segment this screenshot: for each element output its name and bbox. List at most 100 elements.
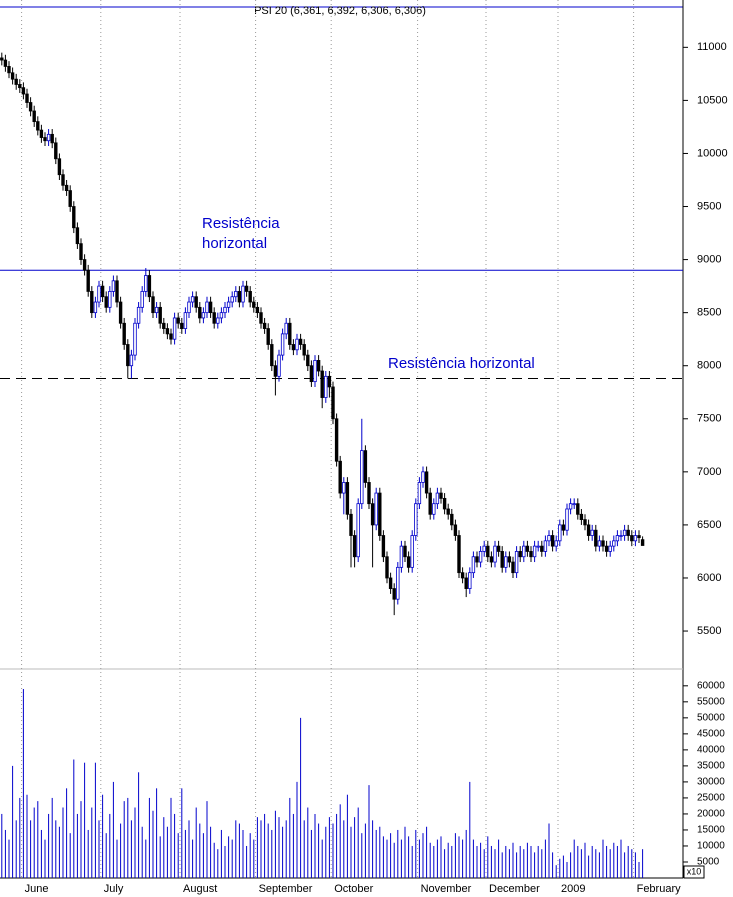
candle-body: [482, 545, 486, 552]
candle-body: [374, 492, 378, 526]
candle-body: [280, 333, 285, 356]
candle-body: [226, 301, 231, 308]
candle-body: [597, 540, 602, 547]
candle-body: [7, 66, 11, 74]
candle-body: [54, 142, 58, 160]
candle-body: [424, 471, 429, 494]
chart-title: PSI 20 (6,361, 6,392, 6,306, 6,306): [254, 5, 426, 17]
candle-body: [464, 577, 468, 589]
candle-body: [302, 344, 306, 356]
candle-body: [230, 296, 234, 303]
candle-body: [172, 317, 177, 340]
candle-body: [478, 551, 483, 563]
candle-body: [342, 482, 346, 494]
candle-body: [122, 322, 126, 345]
candle-body: [385, 556, 389, 579]
candle-body: [428, 492, 432, 515]
candle-body: [194, 296, 198, 308]
candle-body: [133, 322, 137, 356]
candle-body: [28, 102, 33, 112]
candle-body: [262, 322, 267, 329]
candle-body: [640, 539, 645, 546]
candle-body: [212, 312, 216, 324]
candle-body: [522, 545, 526, 558]
volume-tick-label: 60000: [697, 680, 725, 691]
candle-body: [468, 572, 472, 589]
y-tick-label: 9500: [697, 200, 721, 212]
candle-body: [550, 535, 555, 547]
candle-body: [334, 418, 339, 462]
candle-body: [57, 158, 62, 176]
candle-body: [190, 296, 195, 303]
candle-body: [622, 529, 627, 536]
candle-body: [432, 503, 436, 515]
candle-body: [140, 291, 144, 308]
candle-body: [338, 460, 342, 494]
candle-body: [25, 93, 29, 103]
candle-body: [61, 174, 65, 186]
candle-body: [615, 535, 620, 542]
volume-tick-label: 45000: [697, 729, 725, 740]
candle-body: [309, 365, 314, 383]
candle-body: [205, 301, 209, 314]
candle-body: [457, 535, 461, 574]
candle-body: [291, 344, 296, 351]
candle-body: [111, 280, 116, 292]
x-tick-label: February: [637, 883, 682, 895]
candle-body: [237, 291, 242, 303]
candle-body: [75, 227, 80, 245]
candle-body: [154, 306, 159, 314]
candle-body: [169, 333, 173, 340]
candle-body: [165, 328, 170, 335]
candle-body: [108, 291, 112, 308]
candle-body: [93, 301, 98, 314]
x-tick-label: October: [334, 883, 373, 895]
candle-body: [316, 360, 321, 372]
candle-body: [39, 129, 44, 138]
candle-body: [331, 386, 335, 420]
candle-body: [104, 296, 108, 308]
volume-tick-label: 30000: [697, 777, 725, 788]
y-tick-label: 5500: [697, 625, 721, 637]
candle-body: [129, 354, 134, 367]
candle-body: [187, 301, 191, 314]
candle-body: [475, 556, 479, 563]
candle-body: [442, 497, 447, 510]
candle-body: [126, 344, 130, 367]
candle-body: [306, 354, 310, 367]
y-tick-label: 6500: [697, 519, 721, 531]
volume-tick-label: 20000: [697, 809, 725, 820]
candle-body: [219, 312, 224, 319]
candle-body: [511, 561, 515, 574]
candle-body: [284, 322, 288, 335]
candle-body: [381, 535, 386, 558]
candle-body: [241, 285, 245, 303]
candle-body: [507, 556, 512, 563]
candle-body: [82, 259, 87, 271]
candle-body: [529, 551, 533, 558]
candle-body: [136, 306, 141, 324]
candle-body: [64, 184, 69, 192]
candle-body: [403, 545, 407, 558]
candle-body: [360, 450, 364, 505]
x-tick-label: November: [421, 883, 472, 895]
candle-body: [554, 540, 558, 547]
x-tick-label: July: [104, 883, 124, 895]
candle-body: [327, 375, 332, 388]
candle-body: [248, 291, 252, 303]
candle-body: [147, 275, 152, 298]
volume-note: x10: [687, 866, 702, 876]
candle-body: [266, 328, 270, 345]
candle-body: [590, 529, 594, 536]
y-tick-label: 10000: [697, 147, 728, 159]
candle-body: [118, 301, 123, 324]
volume-tick-label: 35000: [697, 761, 725, 772]
candle-body: [158, 306, 162, 324]
candle-body: [72, 206, 76, 229]
candle-body: [43, 137, 47, 142]
candle-body: [216, 317, 220, 324]
candle-body: [518, 551, 522, 558]
candle-body: [446, 508, 450, 515]
candle-body: [288, 322, 292, 345]
